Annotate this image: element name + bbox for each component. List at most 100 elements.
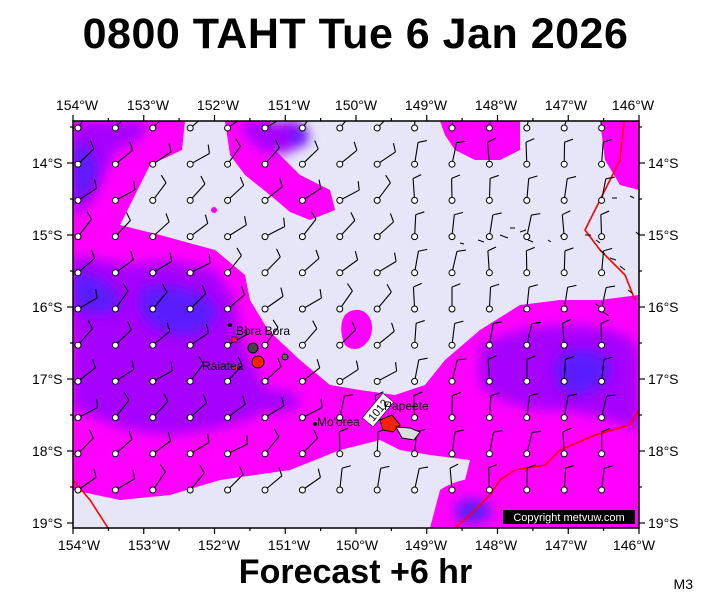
wind-barb <box>74 320 93 349</box>
wind-barb <box>411 121 419 132</box>
wind-barb <box>149 393 169 422</box>
wind-barb <box>111 392 130 422</box>
wind-barb <box>373 142 396 168</box>
lon-label-top-147w: 147°W <box>545 97 588 113</box>
wind-barb <box>373 213 395 241</box>
wind-barb <box>485 283 500 313</box>
wind-barb <box>485 246 497 277</box>
wind-barb <box>224 286 245 313</box>
wind-barb <box>448 463 459 494</box>
wind-barb <box>485 392 500 422</box>
wind-barb <box>261 287 284 313</box>
wind-barb <box>111 283 129 313</box>
wind-barb <box>411 466 429 494</box>
wind-barb <box>74 211 93 241</box>
wind-barb <box>298 320 318 349</box>
wind-barb <box>261 319 279 349</box>
lat-label-left-19s: 19°S <box>32 515 63 531</box>
place-label-moorea: Mo'orea <box>317 415 360 429</box>
wind-barb <box>74 359 96 385</box>
wind-barb <box>74 140 95 168</box>
wind-barb <box>523 175 538 204</box>
copyright-text: Copyright metvuw.com <box>513 512 624 524</box>
wind-barb <box>411 282 422 313</box>
wind-barb <box>261 428 280 458</box>
wind-barb <box>411 320 425 349</box>
wind-barb <box>598 247 613 277</box>
wind-barb <box>448 174 461 204</box>
wind-barb <box>523 246 535 277</box>
wind-barb <box>523 464 536 494</box>
lon-label-bottom-149w: 149°W <box>405 537 448 553</box>
wind-barb <box>336 283 353 313</box>
lon-label-bottom-146w: 146°W <box>613 537 656 553</box>
wind-barb <box>298 249 320 277</box>
wind-barb <box>560 247 574 277</box>
wind-barb <box>111 321 132 349</box>
islands <box>228 323 421 441</box>
wind-barb <box>523 430 542 458</box>
wind-barb <box>149 252 173 277</box>
wind-barb <box>74 249 96 277</box>
wind-barb <box>111 360 135 385</box>
wind-barb <box>149 283 168 313</box>
wind-barb <box>111 251 134 277</box>
wind-barb <box>373 465 390 494</box>
lon-label-top-154w: 154°W <box>56 97 99 113</box>
lon-label-bottom-153w: 153°W <box>128 537 171 553</box>
lon-label-top-146w: 146°W <box>612 97 655 113</box>
lat-label-right-15s: 15°S <box>648 227 679 243</box>
wind-barb <box>149 121 161 132</box>
wind-barb <box>411 174 422 204</box>
wind-barb <box>523 213 541 241</box>
lat-label-right-18s: 18°S <box>648 443 679 459</box>
wind-barb <box>448 140 466 168</box>
wind-barb <box>598 176 615 204</box>
wind-barb <box>336 465 351 494</box>
lon-label-top-153w: 153°W <box>127 97 170 113</box>
wind-barb <box>598 210 610 241</box>
wind-barb <box>261 357 282 385</box>
lon-label-top-149w: 149°W <box>405 97 448 113</box>
wind-barb <box>523 393 539 422</box>
wind-barb <box>186 433 210 458</box>
wind-barb <box>560 284 577 313</box>
wind-barb <box>74 468 97 494</box>
lat-label-left-14s: 14°S <box>32 155 63 171</box>
wind-barb <box>336 212 356 241</box>
wind-barb <box>411 211 425 241</box>
wind-barb <box>186 464 205 494</box>
place-label-papeete: Papeete <box>384 399 429 413</box>
wind-barb <box>411 391 423 422</box>
wind-barb <box>74 289 98 313</box>
wind-barb <box>523 138 535 168</box>
lat-label-left-18s: 18°S <box>32 443 63 459</box>
wind-barb <box>224 176 245 204</box>
lon-label-bottom-151w: 151°W <box>268 537 311 553</box>
wind-barb <box>411 248 428 277</box>
wind-barb <box>560 393 577 422</box>
wind-barb <box>523 321 541 349</box>
wind-barb <box>523 355 536 385</box>
wind-barb <box>298 468 321 494</box>
wind-barb <box>373 121 385 132</box>
wind-barb <box>373 362 398 385</box>
wind-barb <box>336 251 359 277</box>
wind-barb <box>186 323 209 349</box>
lon-label-top-151w: 151°W <box>268 97 311 113</box>
wind-barb <box>448 358 467 385</box>
wind-barb <box>336 427 348 458</box>
wind-barb <box>523 121 531 132</box>
wind-barb <box>598 394 616 422</box>
wind-barb <box>74 179 97 204</box>
wind-barbs <box>74 121 616 494</box>
wind-barb <box>186 254 211 277</box>
lon-label-top-150w: 150°W <box>335 97 378 113</box>
wind-speed-field: 1012 Bora Bora Raiatea Mo'orea Papeete C… <box>73 121 639 528</box>
wind-barb <box>111 470 135 494</box>
wind-barb <box>523 284 538 313</box>
wind-barb <box>261 217 286 241</box>
lat-label-left-17s: 17°S <box>32 371 63 387</box>
wind-barb <box>149 213 170 241</box>
wind-barb <box>298 140 319 168</box>
